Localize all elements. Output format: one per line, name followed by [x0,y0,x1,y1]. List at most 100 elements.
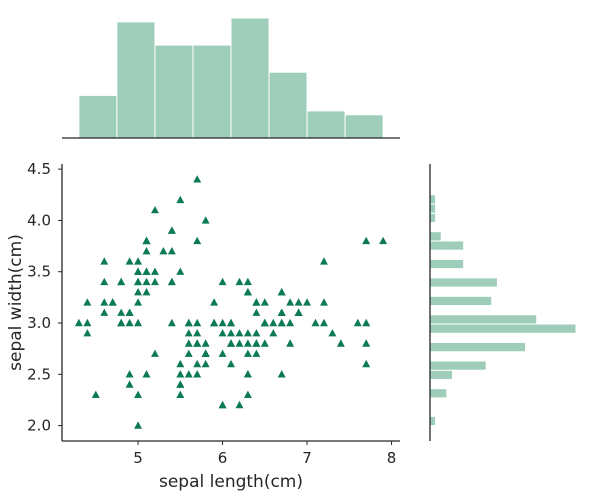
scatter-point [193,339,202,347]
scatter-point [134,298,142,306]
scatter-point [142,247,151,255]
scatter-point [277,288,286,296]
scatter-point [142,277,151,286]
scatter-point [294,308,303,316]
scatter-point [117,277,126,286]
scatter-point [286,298,295,306]
x-tick-label: 7 [302,449,312,467]
y-histogram-bar [429,323,577,334]
y-histogram-bar [429,314,538,325]
scatter-point [193,329,202,337]
scatter-point [74,318,83,327]
y-tick-label: 3.0 [27,314,51,332]
y-histogram-bar [429,342,526,353]
scatter-point [243,349,252,357]
scatter-point [277,318,286,327]
scatter-point [252,308,261,316]
scatter-point [167,226,176,234]
scatter-point [362,236,371,245]
y-tick-label: 2.5 [27,365,51,383]
scatter-point [176,390,185,398]
y-tick-label: 2.0 [27,417,51,435]
scatter-point [125,257,134,265]
y-axis-label: sepal width(cm) [6,234,26,371]
scatter-point [235,400,244,409]
scatter-point [235,339,244,347]
scatter-point [252,298,261,306]
scatter-point [193,175,202,183]
scatter-point [328,329,337,337]
scatter-point [218,329,227,337]
scatter-point [176,267,185,275]
scatter-point [193,359,202,368]
scatter-point [100,257,109,265]
scatter-point [159,247,168,255]
x-axis-label: sepal length(cm) [159,472,303,492]
scatter-point [142,267,151,275]
scatter-point [252,349,261,357]
scatter-point [176,195,185,204]
scatter-point [151,349,159,357]
scatter-point [227,359,235,368]
scatter-point [83,329,92,337]
scatter-point [303,298,311,306]
x-marginal-histogram [78,17,384,139]
scatter-point [277,370,286,378]
scatter-point [320,257,328,265]
scatter-point [176,359,185,368]
x-histogram-bar [192,44,232,139]
scatter-point [252,339,261,347]
y-tick-label: 4.0 [27,211,51,229]
x-histogram-bar [154,44,194,139]
scatter-point [286,339,295,347]
scatter-point [201,216,210,224]
scatter-points [74,175,388,429]
y-tick-label: 3.5 [27,263,51,281]
scatter-point [260,318,269,327]
scatter-point [134,277,142,286]
scatter-point [125,370,134,378]
scatter-point [184,349,193,357]
scatter-point [260,339,269,347]
scatter-point [134,288,142,296]
y-histogram-bar [429,360,487,371]
scatter-point [83,298,92,306]
scatter-point [210,318,219,327]
x-histogram-bar [230,17,270,139]
scatter-point [151,277,159,286]
scatter-point [142,370,151,378]
scatter-point [218,318,227,327]
scatter-point [243,390,252,398]
scatter-point [218,277,227,286]
scatter-point [218,400,227,409]
scatter-point [320,318,328,327]
x-tick-label: 6 [218,449,228,467]
scatter-point [227,329,235,337]
scatter-point [100,308,109,316]
scatter-point [151,206,159,214]
scatter-point [235,277,244,286]
scatter-point [100,298,109,306]
scatter-point [83,318,92,327]
scatter-point [184,339,193,347]
scatter-point [125,318,134,327]
scatter-point [167,247,176,255]
y-histogram-bar [429,369,453,380]
scatter-point [243,370,252,378]
y-histogram-bar [429,388,448,399]
scatter-point [176,380,185,388]
y-tick-label: 4.5 [27,160,51,178]
scatter-point [151,267,159,275]
scatter-point [184,329,193,337]
scatter-point [184,318,193,327]
scatter-point [125,380,134,388]
y-histogram-bar [429,295,493,307]
y-histogram-bar [429,203,437,214]
y-histogram-bar [429,212,437,223]
scatter-point [134,267,142,275]
scatter-point [227,318,235,327]
scatter-point [176,370,185,378]
scatter-point [320,298,328,306]
y-marginal-histogram [429,194,577,427]
